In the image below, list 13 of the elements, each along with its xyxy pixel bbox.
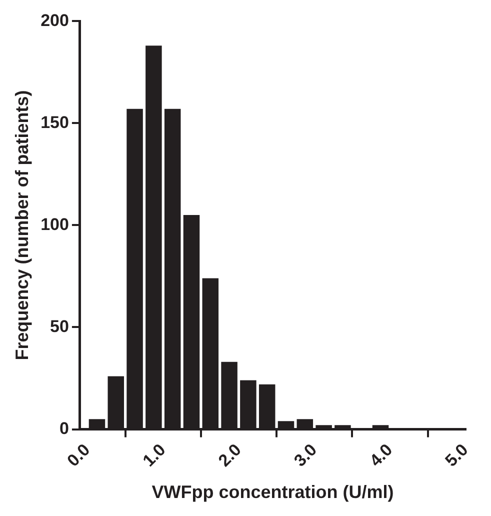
- x-tick-label: 0.0: [64, 440, 94, 470]
- y-tick-label: 100: [40, 214, 69, 234]
- y-axis-title: Frequency (number of patients): [12, 90, 32, 360]
- x-tick-label: 3.0: [290, 440, 320, 470]
- y-tick-label: 0: [59, 418, 69, 438]
- x-tick-label: 1.0: [139, 440, 170, 470]
- x-tick-label: 5.0: [442, 440, 472, 470]
- y-tick-label: 200: [40, 10, 69, 30]
- y-tick-label: 50: [50, 316, 69, 336]
- x-tick-label: 4.0: [366, 440, 396, 470]
- y-tick-label: 150: [40, 112, 69, 132]
- x-tick-label: 2.0: [214, 440, 245, 470]
- x-axis-title: VWFpp concentration (U/ml): [152, 482, 394, 502]
